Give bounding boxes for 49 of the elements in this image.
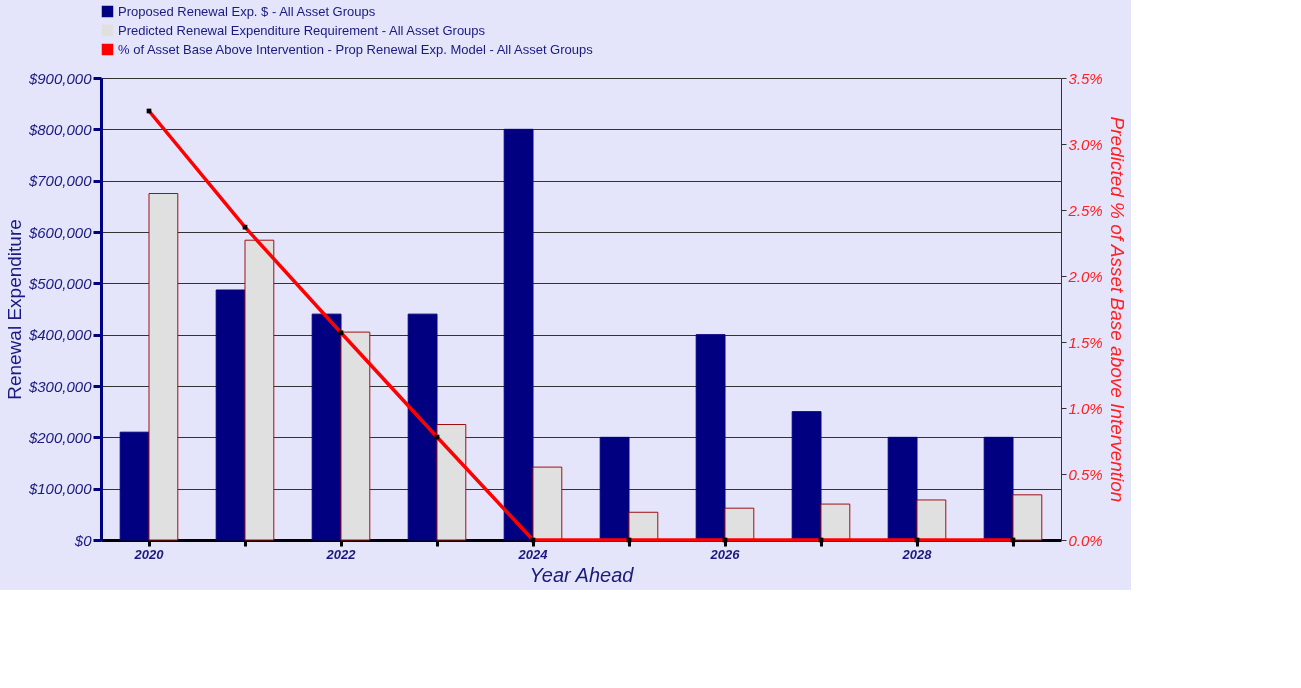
y-tick-label: $300,000: [27, 377, 93, 395]
bar: [407, 313, 438, 541]
x-tick-label: 2024: [517, 546, 549, 562]
bar: [791, 411, 822, 541]
y2-tick-label: 1.5%: [1068, 333, 1103, 351]
y2-axis-title: Predicted % of Asset Base above Intervention: [1106, 116, 1128, 503]
y2-tick-label: 0.0%: [1068, 531, 1103, 549]
y-tick-label: $600,000: [27, 223, 93, 241]
bar: [340, 331, 371, 541]
bar: [532, 466, 563, 541]
bar: [119, 431, 150, 541]
bar: [983, 436, 1014, 541]
bar: [436, 424, 467, 541]
bar: [628, 511, 659, 541]
bar: [148, 193, 179, 541]
y-tick-label: $100,000: [27, 480, 93, 498]
y-tick-label: $900,000: [27, 69, 93, 87]
bar: [215, 289, 246, 541]
y2-tick-label: 2.0%: [1067, 267, 1103, 285]
bar: [724, 507, 755, 541]
legend-label: Predicted Renewal Expenditure Requirement - All Asset Groups: [118, 22, 486, 38]
bar: [599, 436, 630, 541]
y-tick-label: $700,000: [27, 172, 93, 190]
y2-tick-label: 3.0%: [1068, 135, 1103, 153]
x-tick-label: 2020: [133, 546, 165, 562]
bar: [887, 436, 918, 541]
legend-label: Proposed Renewal Exp. $ - All Asset Groups: [118, 3, 376, 19]
y-tick-label: $400,000: [27, 326, 93, 344]
y-tick-label: $0: [73, 531, 93, 549]
legend-label: % of Asset Base Above Intervention - Prop Renewal Exp. Model - All Asset Groups: [118, 41, 594, 57]
y-tick-label: $800,000: [27, 120, 93, 138]
y2-tick-label: 2.5%: [1067, 201, 1103, 219]
x-tick-label: 2028: [901, 546, 933, 562]
y-tick-label: $200,000: [27, 428, 93, 446]
y-axis-title: Renewal Expenditure: [3, 219, 25, 400]
bar: [244, 239, 275, 541]
y-tick-label: $500,000: [27, 274, 93, 292]
x-axis-title: Year Ahead: [529, 563, 635, 586]
bar: [695, 334, 726, 541]
bar: [1012, 494, 1043, 541]
x-tick-label: 2022: [325, 546, 357, 562]
bar: [311, 313, 342, 541]
bar: [916, 499, 947, 541]
y2-tick-label: 1.0%: [1068, 399, 1103, 417]
bar: [503, 128, 534, 541]
y2-tick-label: 0.5%: [1068, 465, 1103, 483]
bar: [820, 503, 851, 541]
x-tick-label: 2026: [709, 546, 741, 562]
y2-tick-label: 3.5%: [1068, 69, 1103, 87]
